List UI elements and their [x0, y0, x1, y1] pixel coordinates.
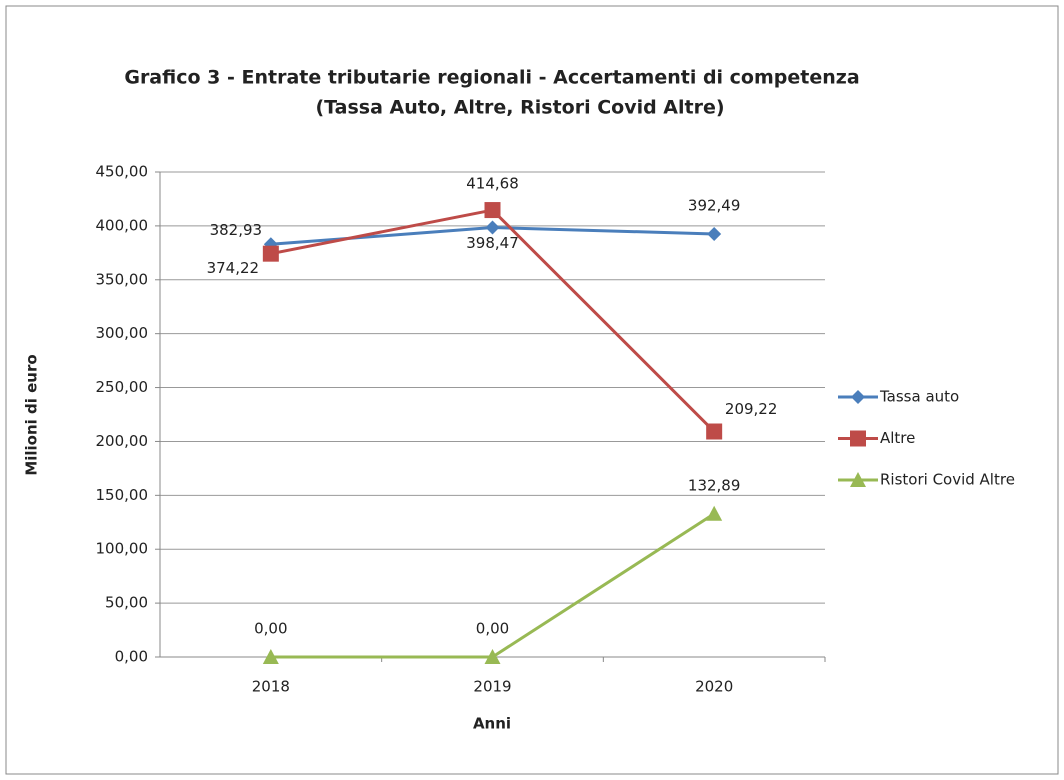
y-tick-label: 250,00 — [96, 378, 149, 396]
chart-title: Grafico 3 - Entrate tributarie regionali… — [124, 67, 859, 89]
y-tick-label: 300,00 — [96, 324, 149, 342]
data-label: 398,47 — [466, 234, 519, 252]
data-point — [484, 202, 501, 219]
data-point — [484, 649, 501, 664]
legend-label: Tassa auto — [879, 388, 959, 406]
x-tick-label: 2020 — [695, 678, 733, 696]
data-label: 414,68 — [466, 175, 519, 193]
legend-label: Ristori Covid Altre — [880, 471, 1015, 489]
data-point — [706, 423, 723, 440]
y-tick-label: 450,00 — [96, 163, 149, 181]
chart-subtitle: (Tassa Auto, Altre, Ristori Covid Altre) — [315, 97, 724, 119]
y-tick-label: 100,00 — [96, 540, 149, 558]
x-axis-label: Anni — [473, 715, 511, 733]
legend-marker — [850, 472, 866, 487]
data-point — [706, 505, 723, 521]
data-label: 0,00 — [476, 620, 509, 638]
data-label: 209,22 — [725, 400, 778, 418]
y-tick-label: 150,00 — [96, 486, 149, 504]
data-point — [707, 226, 722, 241]
y-tick-label: 200,00 — [96, 432, 149, 450]
legend-marker — [850, 430, 866, 447]
data-label: 382,93 — [210, 221, 263, 239]
legend-marker — [851, 390, 865, 404]
y-tick-label: 400,00 — [96, 216, 149, 234]
data-label: 392,49 — [688, 196, 741, 214]
data-point — [262, 245, 279, 262]
x-tick-label: 2018 — [252, 678, 290, 696]
y-axis-label: Milioni di euro — [23, 354, 41, 475]
data-point — [485, 220, 500, 235]
x-tick-label: 2019 — [473, 678, 511, 696]
data-label: 0,00 — [254, 620, 287, 638]
data-point — [262, 649, 279, 664]
chart-frame — [5, 5, 1059, 775]
data-label: 374,22 — [207, 259, 260, 277]
y-tick-label: 50,00 — [105, 594, 148, 612]
data-label: 132,89 — [688, 476, 741, 494]
legend-label: Altre — [880, 429, 915, 447]
y-tick-label: 350,00 — [96, 270, 149, 288]
y-tick-label: 0,00 — [115, 648, 148, 666]
